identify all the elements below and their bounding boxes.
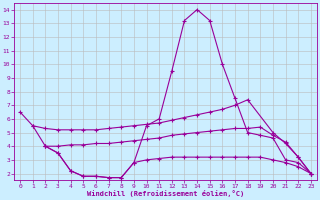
X-axis label: Windchill (Refroidissement éolien,°C): Windchill (Refroidissement éolien,°C)	[87, 190, 244, 197]
